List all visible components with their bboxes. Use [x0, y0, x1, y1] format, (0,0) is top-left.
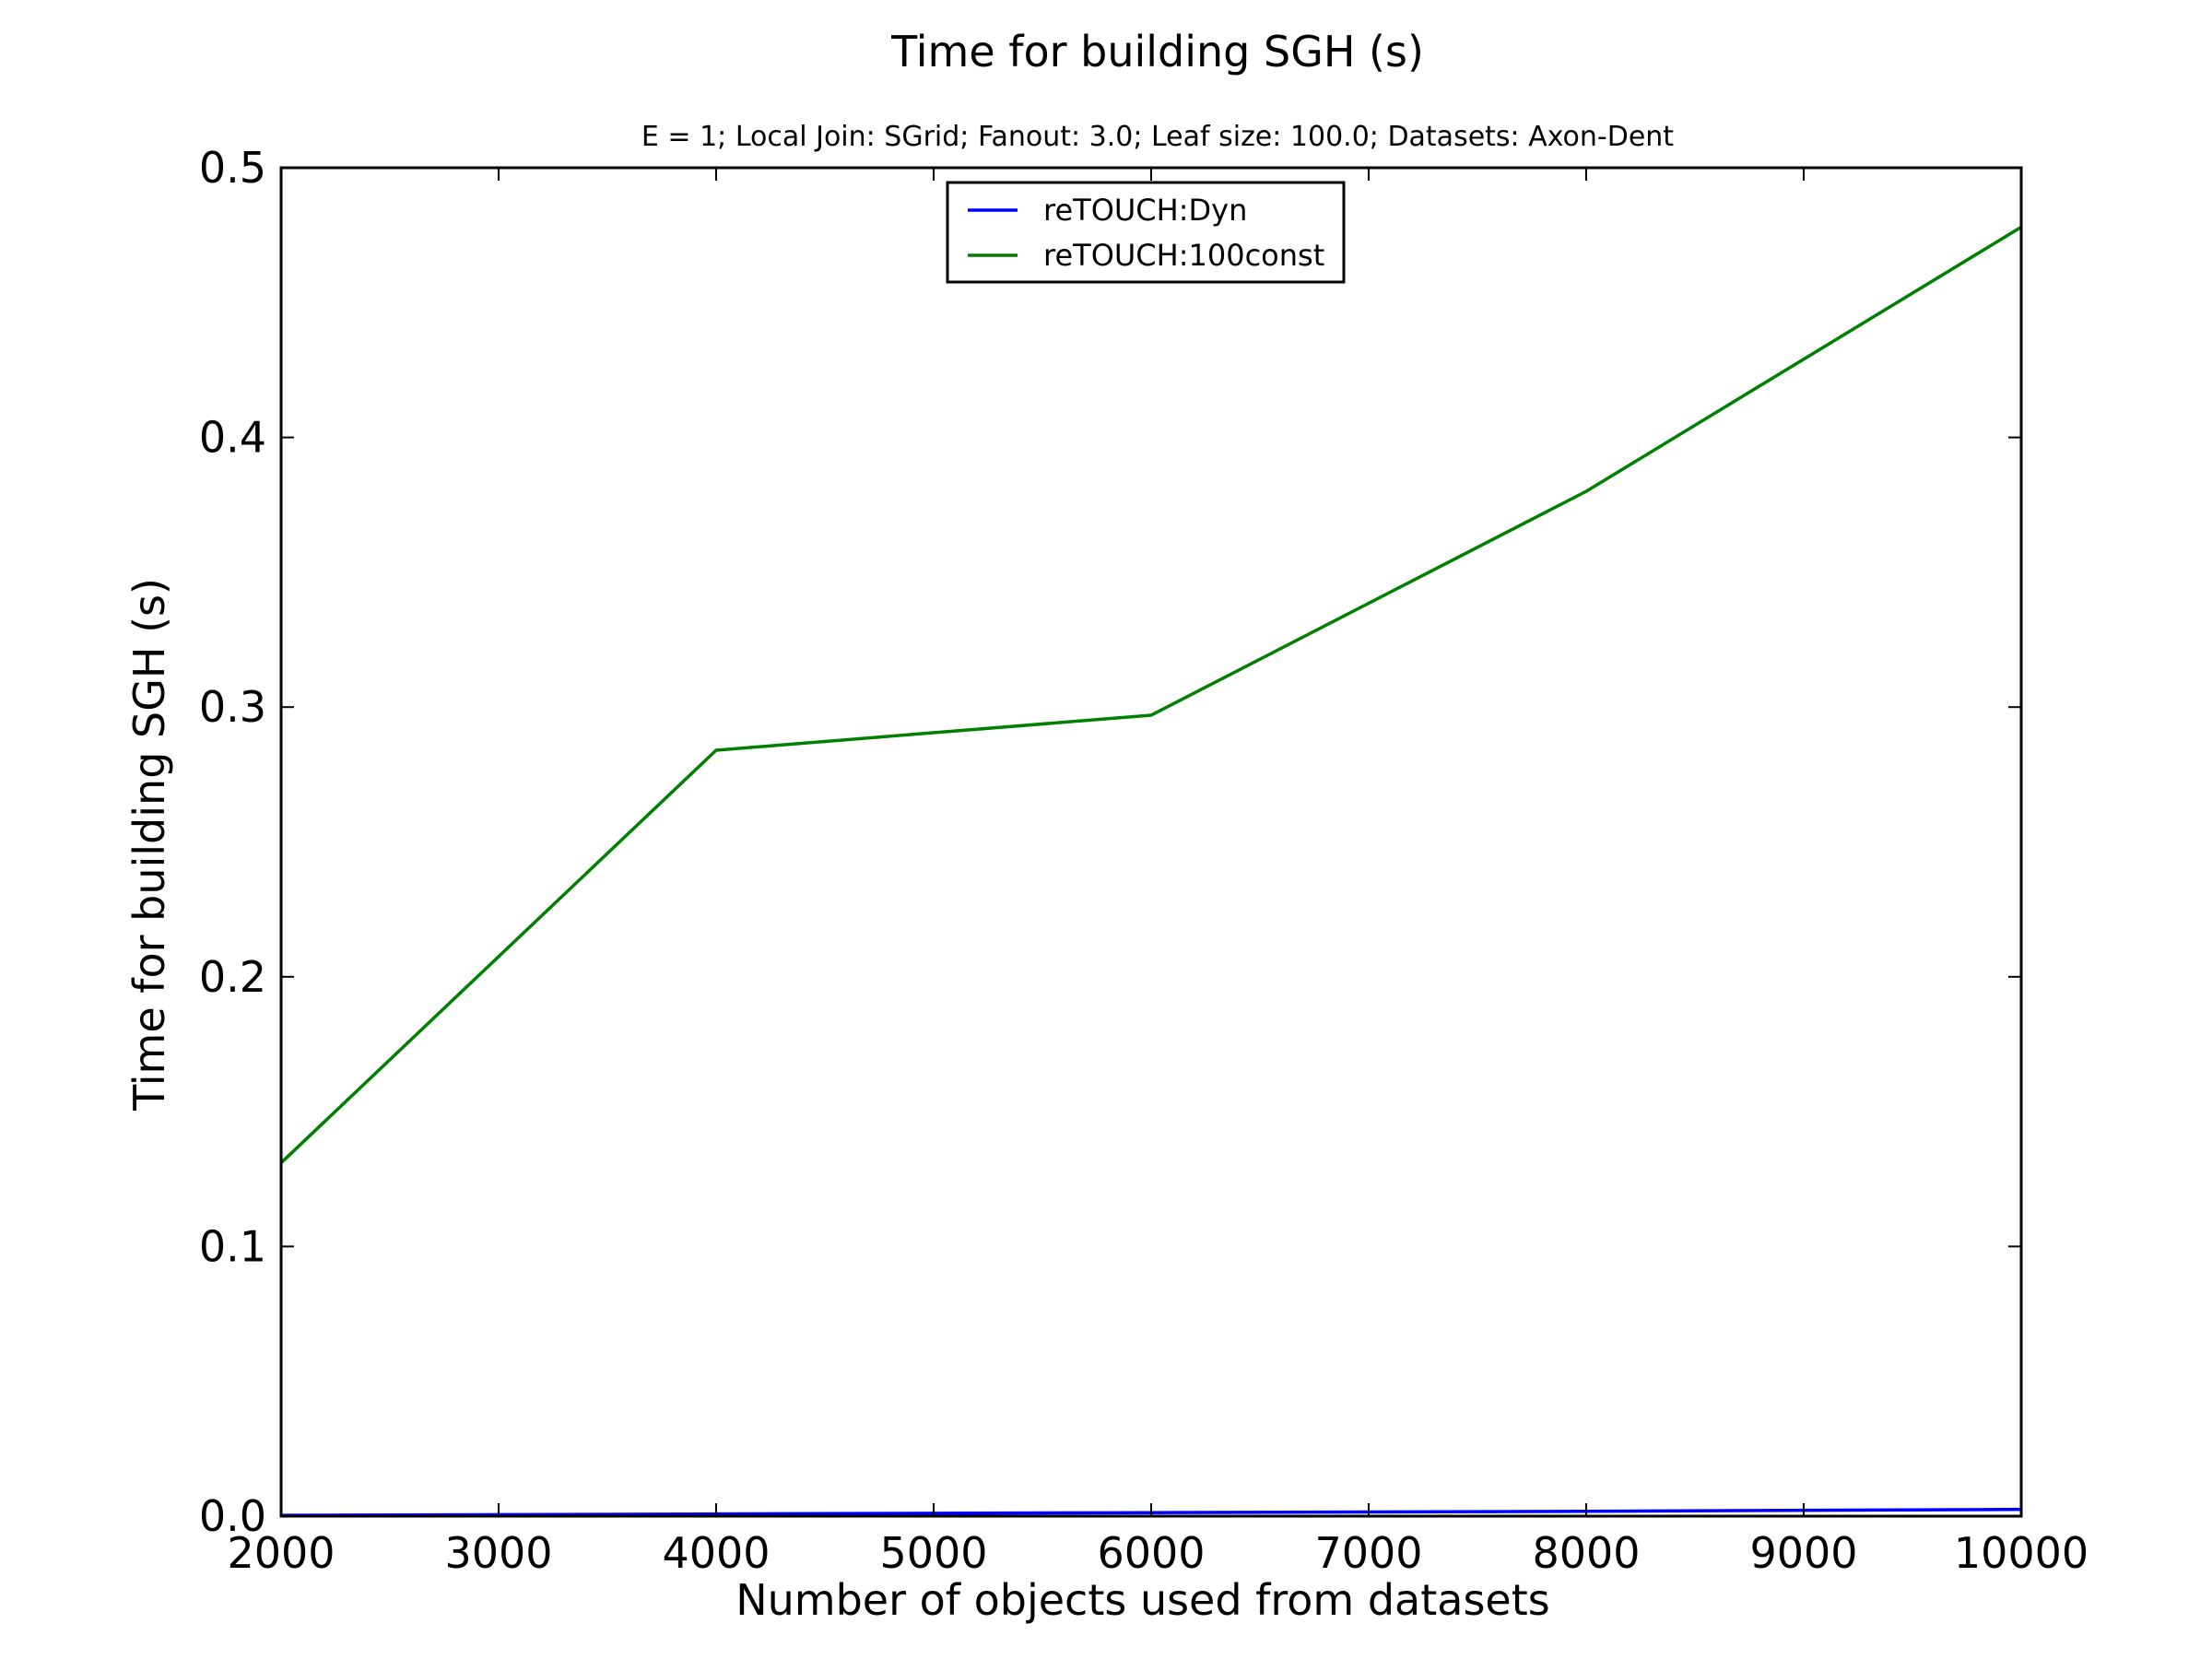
y-tick-label: 0.0: [199, 1491, 266, 1541]
legend-label: reTOUCH:Dyn: [1043, 193, 1247, 228]
x-tick-label: 5000: [879, 1528, 987, 1578]
chart-title: Time for building SGH (s): [890, 27, 1424, 76]
x-tick-label: 9000: [1749, 1528, 1857, 1578]
series-line-retouch-100const: [279, 225, 2022, 1164]
x-tick-label: 4000: [662, 1528, 770, 1578]
y-tick-label: 0.2: [199, 952, 266, 1002]
y-axis-label: Time for building SGH (s): [124, 578, 174, 1112]
chart-subtitle: E = 1; Local Join: SGrid; Fanout: 3.0; L…: [641, 121, 1674, 153]
x-tick-label: 7000: [1314, 1528, 1422, 1578]
x-tick-label: 10000: [1954, 1528, 2088, 1578]
x-axis-label: Number of objects used from datasets: [735, 1575, 1550, 1625]
legend-label: reTOUCH:100const: [1043, 238, 1324, 273]
legend-box: [946, 181, 1346, 284]
y-tick-label: 0.5: [199, 143, 266, 193]
y-tick-label: 0.4: [199, 413, 266, 463]
y-tick-label: 0.1: [199, 1221, 266, 1271]
x-tick-label: 3000: [444, 1528, 552, 1578]
x-tick-label: 6000: [1097, 1528, 1205, 1578]
x-tick-label: 2000: [227, 1528, 335, 1578]
plot-frame: [279, 166, 2023, 1518]
x-tick-label: 8000: [1532, 1528, 1640, 1578]
y-tick-label: 0.3: [199, 682, 266, 732]
legend: reTOUCH:Dyn reTOUCH:100const: [946, 181, 1346, 284]
ticks-layer: 2000 3000 4000 5000 6000 7000 8000 9000 10000 0.0…: [199, 143, 2088, 1578]
